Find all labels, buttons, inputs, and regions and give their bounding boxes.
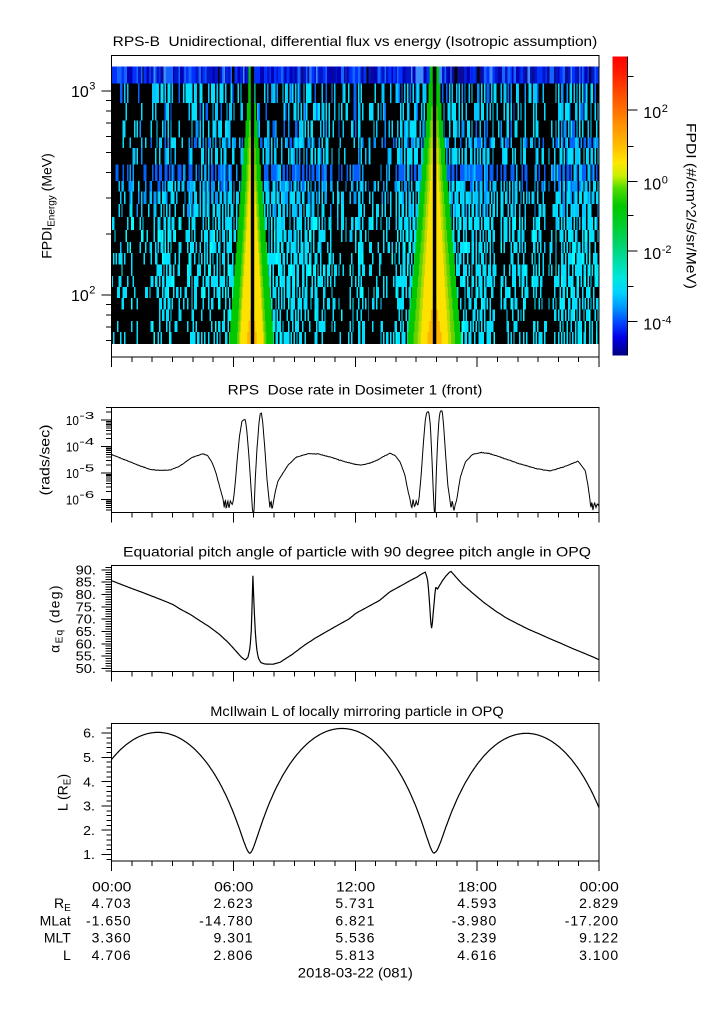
svg-text:FPDIEnergy (MeV): FPDIEnergy (MeV): [39, 153, 58, 259]
svg-text:5.: 5.: [83, 751, 95, 765]
svg-text:FPDI (#/cm^2/s/sr/MeV): FPDI (#/cm^2/s/sr/MeV): [684, 123, 700, 289]
svg-text:McIlwain L of locally mirrorin: McIlwain L of locally mirroring particle…: [210, 703, 504, 719]
svg-text:60.: 60.: [76, 637, 96, 651]
svg-text:2.806: 2.806: [214, 947, 254, 963]
svg-text:RPS-B Unidirectional, differe: RPS-B Unidirectional, differential flux …: [113, 33, 598, 49]
svg-text:6.: 6.: [83, 727, 95, 741]
svg-text:06:00: 06:00: [214, 878, 253, 894]
svg-text:-4: -4: [79, 437, 95, 448]
svg-text:-2: -2: [662, 244, 672, 256]
svg-text:10: 10: [643, 105, 661, 122]
svg-text:5.813: 5.813: [335, 947, 375, 963]
svg-text:00:00: 00:00: [580, 878, 619, 894]
svg-text:10: 10: [643, 246, 661, 263]
svg-text:3: 3: [89, 80, 95, 92]
svg-text:4.593: 4.593: [457, 895, 497, 911]
svg-text:4.703: 4.703: [92, 895, 132, 911]
svg-text:18:00: 18:00: [458, 878, 497, 894]
svg-text:-14.780: -14.780: [199, 913, 253, 929]
svg-text:10: 10: [71, 288, 89, 305]
svg-text:12:00: 12:00: [336, 878, 375, 894]
svg-text:9.122: 9.122: [579, 930, 619, 946]
svg-text:2.623: 2.623: [214, 895, 254, 911]
svg-text:L: L: [63, 947, 71, 963]
svg-text:0: 0: [662, 175, 668, 187]
svg-text:10: 10: [66, 466, 79, 481]
svg-text:Equatorial pitch angle of part: Equatorial pitch angle of particle with …: [123, 544, 591, 560]
svg-text:1.: 1.: [83, 848, 95, 862]
svg-text:00:00: 00:00: [92, 878, 131, 894]
svg-text:MLat: MLat: [40, 913, 71, 929]
svg-text:4.616: 4.616: [457, 947, 497, 963]
svg-text:-1.650: -1.650: [86, 913, 132, 929]
svg-text:3.100: 3.100: [579, 947, 619, 963]
svg-text:MLT: MLT: [44, 930, 71, 946]
svg-text:9.301: 9.301: [214, 930, 254, 946]
svg-text:10: 10: [643, 317, 661, 334]
svg-text:65.: 65.: [76, 625, 96, 639]
svg-text:4.706: 4.706: [92, 947, 132, 963]
svg-text:-5: -5: [79, 464, 95, 475]
svg-text:55.: 55.: [76, 650, 96, 664]
svg-text:2: 2: [662, 103, 668, 115]
svg-text:70.: 70.: [76, 613, 96, 627]
svg-text:75.: 75.: [76, 600, 96, 614]
svg-text:-4: -4: [662, 315, 672, 327]
svg-text:10: 10: [66, 413, 79, 428]
svg-text:4.: 4.: [83, 775, 95, 789]
svg-text:5.536: 5.536: [335, 930, 375, 946]
svg-text:5.731: 5.731: [335, 895, 375, 911]
svg-text:3.360: 3.360: [92, 930, 132, 946]
svg-text:RPS Dose rate in Dosimeter 1: RPS Dose rate in Dosimeter 1 (front): [228, 381, 483, 397]
svg-text:80.: 80.: [76, 588, 96, 602]
svg-text:2: 2: [89, 284, 95, 296]
svg-text:-3.980: -3.980: [452, 913, 498, 929]
svg-text:-3: -3: [79, 411, 95, 422]
svg-text:2018-03-22 (081): 2018-03-22 (081): [298, 964, 413, 980]
svg-text:2.829: 2.829: [579, 895, 619, 911]
svg-text:50.: 50.: [76, 662, 96, 676]
svg-text:85.: 85.: [76, 576, 96, 590]
svg-text:-17.200: -17.200: [565, 913, 619, 929]
svg-text:-6: -6: [79, 490, 95, 501]
svg-text:2.: 2.: [83, 824, 95, 838]
svg-text:3.239: 3.239: [457, 930, 497, 946]
svg-text:(rads/sec): (rads/sec): [37, 425, 53, 496]
svg-text:3.: 3.: [83, 800, 95, 814]
svg-text:10: 10: [66, 440, 79, 455]
svg-text:10: 10: [71, 84, 89, 101]
svg-text:90.: 90.: [76, 563, 96, 577]
svg-text:10: 10: [66, 492, 79, 507]
svg-text:10: 10: [643, 177, 661, 194]
svg-text:6.821: 6.821: [335, 913, 375, 929]
